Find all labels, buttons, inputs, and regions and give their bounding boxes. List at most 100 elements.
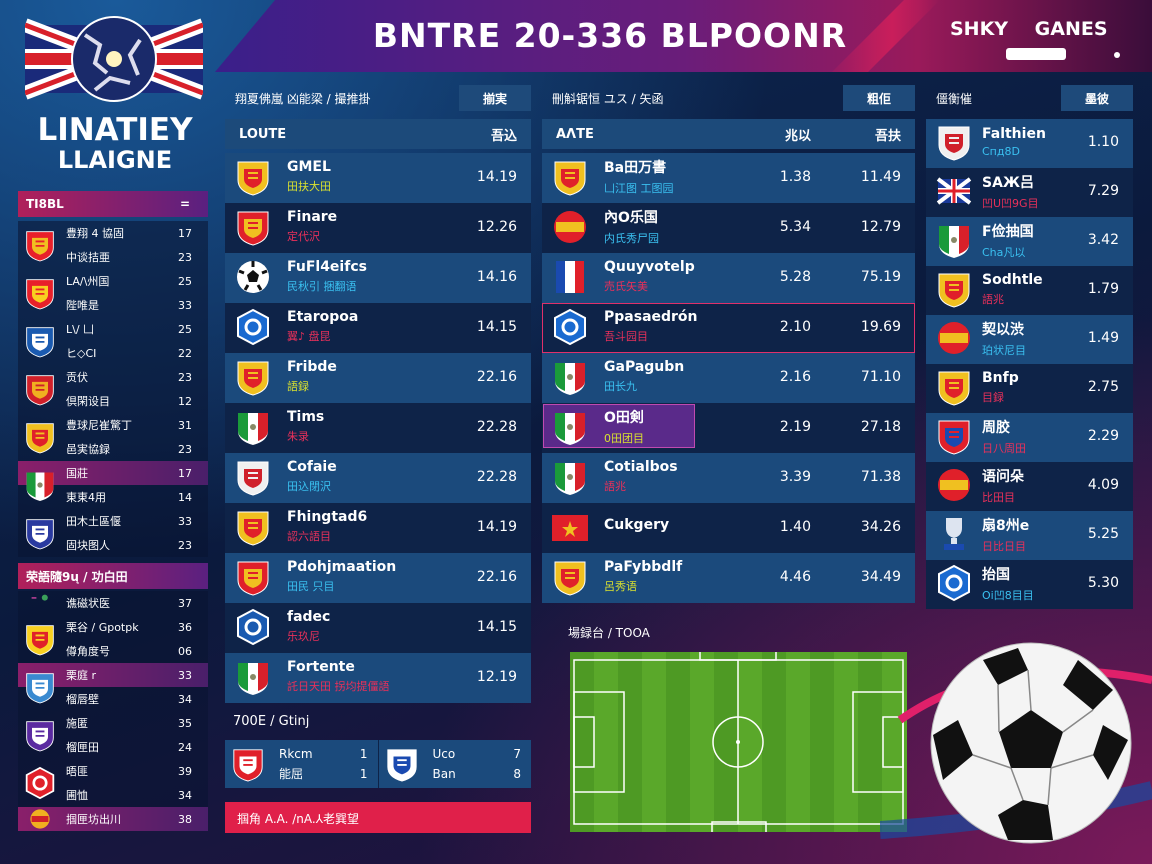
sidebar-team-group[interactable]: 豊翔 4 協固 17 中谈拮亜 23 [18,221,208,269]
odds-value[interactable]: 12.79 [860,218,901,235]
table-row[interactable]: O田剣 0田团目 2.19 27.18 [542,403,915,453]
sidebar-team-group[interactable]: 晤匪 39 圃恤 34 [18,759,208,807]
sidebar-row[interactable]: 晤匪 39 [18,759,208,783]
odds-value[interactable]: 34.26 [860,518,901,535]
sidebar-row[interactable]: 施匿 35 [18,711,208,735]
table-row[interactable]: Bnfp 目録 2.75 [926,364,1133,413]
odds-value[interactable]: 11.49 [860,168,901,185]
panel-button[interactable]: 粗佢 [843,85,915,111]
table-row[interactable]: Cukgery 1.40 34.26 [542,503,915,553]
odds-value[interactable]: 2.75 [1087,379,1119,395]
sidebar-row[interactable]: ヒ◇CI 22 [18,341,208,365]
sidebar-row[interactable]: 谯磁状医 37 [18,591,208,615]
sidebar-team-group[interactable]: 施匿 35 榴匣田 24 [18,711,208,759]
sidebar-team-group[interactable]: 贡伏 23 倶閑设目 12 [18,365,208,413]
table-row[interactable]: Ba田万書 凵江图 工图园 1.38 11.49 [542,153,915,203]
table-row[interactable]: Fortente 託日天田 拐均提僵語 12.19 [225,653,531,703]
sidebar-row[interactable]: 中谈拮亜 23 [18,245,208,269]
odds-value[interactable]: 22.16 [476,368,517,385]
sidebar-row[interactable]: 栗谷 / Gpotpk 36 [18,615,208,639]
sidebar-row[interactable]: 豊翔 4 協固 17 [18,221,208,245]
table-row[interactable]: Ppasaedrón 吾斗园目 2.10 19.69 [542,303,915,353]
table-row[interactable]: F俭抽国 Cha凡以 3.42 [926,217,1133,266]
sidebar-row[interactable]: 田木土區偃 33 [18,509,208,533]
odds-value[interactable]: 22.28 [476,468,517,485]
sidebar-team-group[interactable]: 谯磁状医 37 [18,591,208,615]
odds-value[interactable]: 22.28 [476,418,517,435]
odds-value[interactable]: 2.10 [779,318,811,335]
table-row[interactable]: SAЖ吕 凹U凹9G目 7.29 [926,168,1133,217]
sidebar-row[interactable]: 固块图人 23 [18,533,208,557]
table-row[interactable]: Pdohjmaation 田民 只目 22.16 [225,553,531,603]
sidebar-row[interactable]: 榴唇壁 34 [18,687,208,711]
table-row[interactable]: Finare 定代沢 12.26 [225,203,531,253]
sidebar-team-group[interactable]: 豊球尼崔驚丁 31 邑実協録 23 [18,413,208,461]
odds-value[interactable]: 14.19 [476,168,517,185]
table-row[interactable]: 內O乐国 内氏秀尸园 5.34 12.79 [542,203,915,253]
odds-value[interactable]: 71.38 [860,468,901,485]
odds-value[interactable]: 12.19 [476,668,517,685]
odds-value[interactable]: 2.29 [1087,428,1119,444]
odds-value[interactable]: 3.42 [1087,232,1119,248]
sidebar-row[interactable]: 東東4用 14 [18,485,208,509]
panel-button[interactable]: 墨彼 [1061,85,1133,111]
sidebar-team-group[interactable]: 栗庭 r 33 榴唇壁 34 [18,663,208,711]
odds-value[interactable]: 34.49 [860,568,901,585]
menu-icon[interactable]: = [179,197,190,211]
table-row[interactable]: 契以渋 珀状尼目 1.49 [926,315,1133,364]
sidebar-row[interactable]: 榴匣田 24 [18,735,208,759]
odds-value[interactable]: 3.39 [779,468,811,485]
odds-value[interactable]: 2.19 [779,418,811,435]
sidebar-team-group[interactable]: 田木土區偃 33 固块图人 23 [18,509,208,557]
odds-value[interactable]: 14.16 [476,268,517,285]
odds-value[interactable]: 5.25 [1087,526,1119,542]
promo-banner[interactable]: 掴角 A.A. /nA.⅄老巽望 [225,802,531,833]
odds-value[interactable]: 14.15 [476,318,517,335]
sidebar-team-group[interactable]: 国莊 17 東東4用 14 [18,461,208,509]
odds-value[interactable]: 4.46 [779,568,811,585]
odds-value[interactable]: 27.18 [860,418,901,435]
sidebar-team-group[interactable]: LA/\州国 25 陛唯是 33 [18,269,208,317]
odds-value[interactable]: 75.19 [860,268,901,285]
table-row[interactable]: GaPagubn 田长九 2.16 71.10 [542,353,915,403]
odds-value[interactable]: 1.79 [1087,281,1119,297]
table-row[interactable]: Fribde 語録 22.16 [225,353,531,403]
odds-value[interactable]: 1.49 [1087,330,1119,346]
odds-value[interactable]: 22.16 [476,568,517,585]
brand-bar[interactable] [1006,48,1066,60]
table-row[interactable]: 抬国 Oi凹8目目 5.30 [926,560,1133,609]
odds-value[interactable]: 19.69 [860,318,901,335]
table-row[interactable]: 语问朵 比田目 4.09 [926,462,1133,511]
sidebar-row[interactable]: 陛唯是 33 [18,293,208,317]
sidebar-row[interactable]: 掴匣坊出川 38 [18,807,208,831]
sidebar-row[interactable]: 邑実協録 23 [18,437,208,461]
odds-value[interactable]: 5.28 [779,268,811,285]
odds-value[interactable]: 14.19 [476,518,517,535]
sidebar-row[interactable]: 贡伏 23 [18,365,208,389]
sidebar-row[interactable]: LA/\州国 25 [18,269,208,293]
sidebar-row[interactable]: 僔角度号 06 [18,639,208,663]
odds-value[interactable]: 2.16 [779,368,811,385]
odds-value[interactable]: 12.26 [476,218,517,235]
odds-value[interactable]: 1.40 [779,518,811,535]
table-row[interactable]: fadec 乐玖尼 14.15 [225,603,531,653]
table-row[interactable]: PaFybbdlf 呂秀语 4.46 34.49 [542,553,915,603]
table-row[interactable]: 扇8州e 日比日目 5.25 [926,511,1133,560]
odds-value[interactable]: 4.09 [1087,477,1119,493]
odds-value[interactable]: 71.10 [860,368,901,385]
odds-value[interactable]: 7.29 [1087,183,1119,199]
odds-value[interactable]: 5.30 [1087,575,1119,591]
odds-value[interactable]: 1.10 [1087,134,1119,150]
table-row[interactable]: Fhingtad6 認六語目 14.19 [225,503,531,553]
table-row[interactable]: Sodhtle 語兆 1.79 [926,266,1133,315]
table-row[interactable]: FuFl4eifcs 民秋引 捆翻语 14.16 [225,253,531,303]
table-row[interactable]: Cofaie 田込閉沢 22.28 [225,453,531,503]
table-row[interactable]: Etaropoa 翼♪ 盘昆 14.15 [225,303,531,353]
sidebar-team-group[interactable]: 掴匣坊出川 38 [18,807,208,831]
table-row[interactable]: 周胶 日八周田 2.29 [926,413,1133,462]
panel-button[interactable]: 揃実 [459,85,531,111]
table-row[interactable]: Quuyvotelp 売氏矢美 5.28 75.19 [542,253,915,303]
match-card[interactable]: Rkcm 能屈 1 1 Uco Ban 7 8 [225,740,531,788]
table-row[interactable]: Cotialbos 語兆 3.39 71.38 [542,453,915,503]
sidebar-row[interactable]: L\/ 凵 25 [18,317,208,341]
